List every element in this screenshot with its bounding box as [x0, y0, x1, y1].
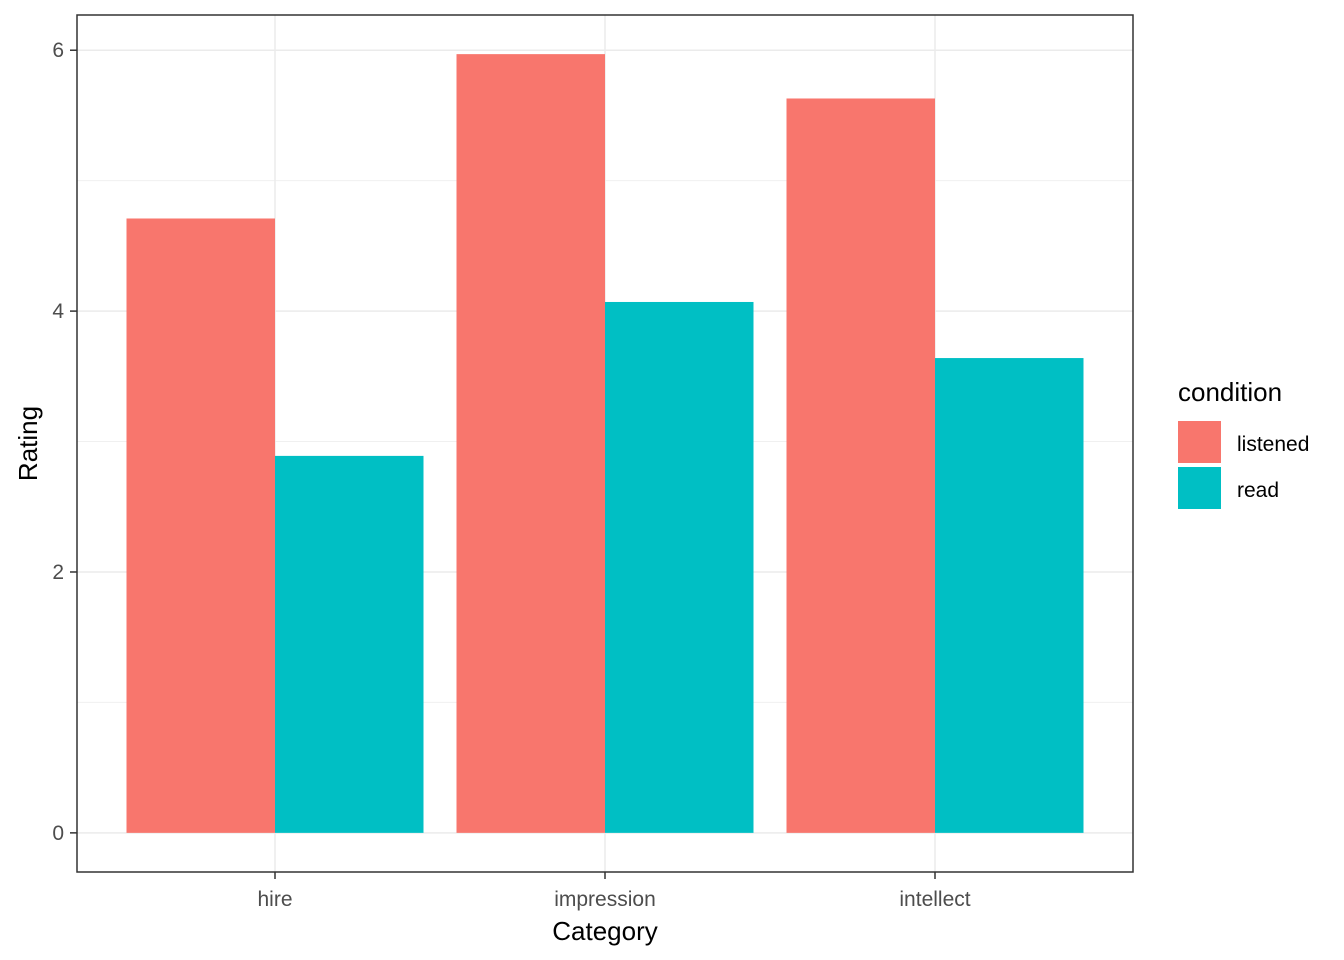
- bar-read-hire: [275, 455, 424, 833]
- x-tick-label: intellect: [899, 888, 970, 911]
- x-tick-label: hire: [257, 888, 292, 911]
- bar-read-intellect: [935, 358, 1084, 833]
- x-axis-title: Category: [552, 916, 658, 946]
- legend-label-read: read: [1237, 479, 1279, 502]
- y-axis-title: Rating: [13, 406, 43, 481]
- y-tick-label: 4: [52, 300, 64, 323]
- bars: [126, 54, 1084, 833]
- legend-key-listened: [1178, 421, 1221, 463]
- y-tick-label: 0: [52, 822, 64, 845]
- y-tick-label: 6: [52, 39, 64, 62]
- bar-listened-hire: [126, 218, 275, 833]
- legend-key-read: [1178, 467, 1221, 509]
- legend-label-listened: listened: [1237, 433, 1309, 456]
- y-tick-label: 2: [52, 561, 64, 584]
- x-axis: hire impression intellect: [257, 872, 971, 911]
- y-axis: 0 2 4 6: [52, 39, 77, 845]
- legend: condition listened read: [1178, 377, 1309, 509]
- bar-listened-impression: [456, 54, 605, 833]
- bar-read-impression: [605, 301, 754, 833]
- legend-title: condition: [1178, 377, 1282, 407]
- bar-listened-intellect: [786, 98, 935, 833]
- x-tick-label: impression: [554, 888, 656, 911]
